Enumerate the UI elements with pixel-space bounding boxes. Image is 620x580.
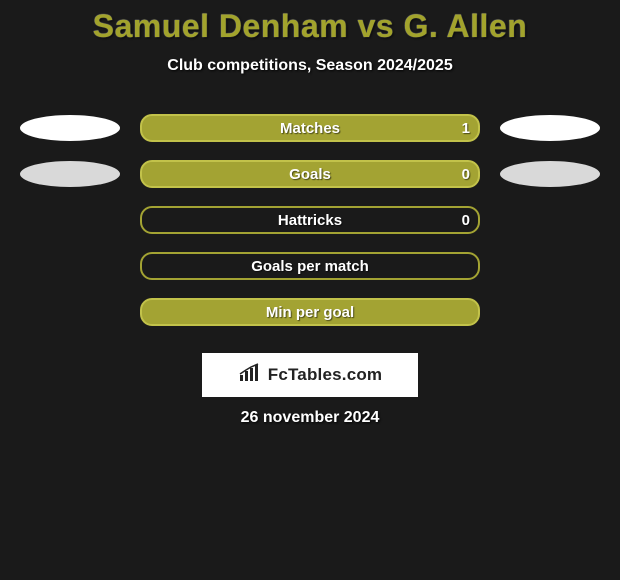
stat-bar-shape <box>140 252 480 280</box>
stat-row: Hattricks0 <box>0 197 620 243</box>
stat-bar: Hattricks0 <box>140 206 480 234</box>
stat-bar-shape <box>140 298 480 326</box>
right-marker-ellipse <box>500 115 600 141</box>
right-marker-slot <box>490 161 610 187</box>
left-marker-ellipse <box>20 161 120 187</box>
left-marker-slot <box>10 161 130 187</box>
stat-bar: Min per goal <box>140 298 480 326</box>
stat-bar: Goals per match <box>140 252 480 280</box>
subtitle: Club competitions, Season 2024/2025 <box>0 57 620 75</box>
right-marker-slot <box>490 115 610 141</box>
comparison-card: Samuel Denham vs G. Allen Club competiti… <box>0 0 620 427</box>
stat-rows: Matches1 Goals0 Hattricks0 Goals per match M… <box>0 105 620 335</box>
stat-bar: Goals0 <box>140 160 480 188</box>
page-title: Samuel Denham vs G. Allen <box>0 8 620 45</box>
stat-bar: Matches1 <box>140 114 480 142</box>
logo-chart-icon <box>238 363 262 388</box>
right-marker-ellipse <box>500 161 600 187</box>
logo-text: FcTables.com <box>268 365 383 385</box>
stat-row: Matches1 <box>0 105 620 151</box>
stat-row: Min per goal <box>0 289 620 335</box>
stat-row: Goals per match <box>0 243 620 289</box>
date-label: 26 november 2024 <box>0 409 620 427</box>
left-marker-slot <box>10 115 130 141</box>
left-marker-ellipse <box>20 115 120 141</box>
logo-box: FcTables.com <box>202 353 418 397</box>
stat-bar-shape <box>140 206 480 234</box>
stat-row: Goals0 <box>0 151 620 197</box>
stat-bar-shape <box>140 114 480 142</box>
stat-bar-shape <box>140 160 480 188</box>
